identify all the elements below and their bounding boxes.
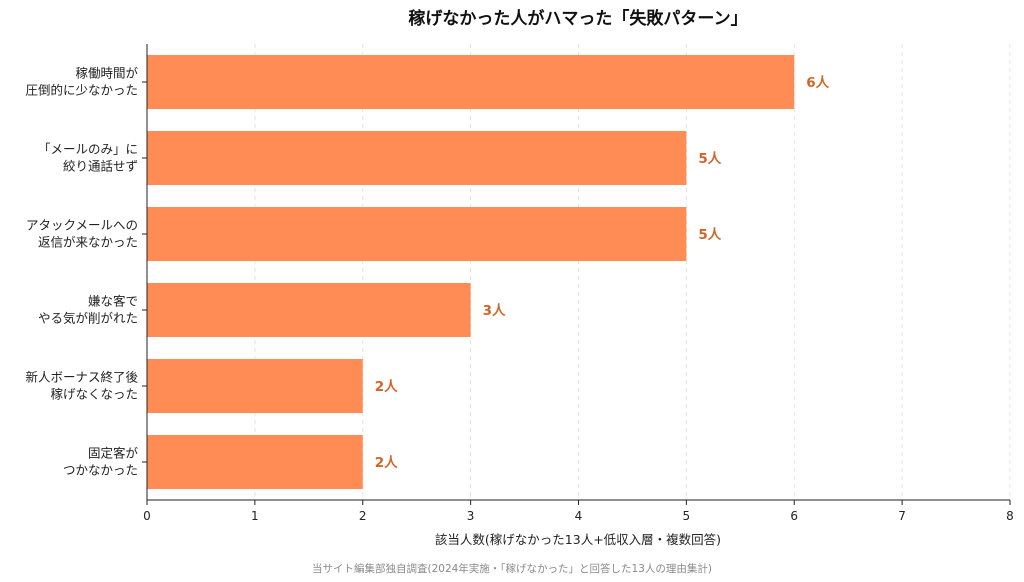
x-tick-label: 6: [790, 509, 798, 523]
value-label: 2人: [375, 379, 398, 395]
bar: [147, 207, 687, 261]
category-label: アタックメールへの返信が来なかった: [26, 218, 138, 250]
category-label: 固定客がつかなかった: [63, 446, 139, 478]
value-label: 5人: [698, 151, 721, 167]
value-label: 5人: [698, 227, 721, 243]
category-labels: 稼働時間が圧倒的に少なかった「メールのみ」に絞り通話せずアタックメールへの返信が…: [25, 66, 138, 478]
source-note: 当サイト編集部独自調査(2024年実施・「稼げなかった」と回答した13人の理由集…: [312, 562, 712, 575]
bar: [147, 359, 363, 413]
x-tick-label: 5: [683, 509, 691, 523]
category-label: 嫌な客でやる気が削がれた: [38, 294, 138, 326]
axes: 0 1 2 3 4 5 6 7 8: [142, 44, 1014, 523]
category-label: 新人ボーナス終了後稼げなくなった: [25, 370, 138, 402]
value-label: 3人: [483, 303, 506, 319]
bars: [147, 55, 795, 489]
bar: [147, 435, 363, 489]
x-tick-label: 0: [143, 509, 151, 523]
bar: [147, 283, 471, 337]
chart-title: 稼げなかった人がハマった「失敗パターン」: [408, 8, 747, 29]
value-label: 6人: [806, 75, 829, 91]
value-label: 2人: [375, 455, 398, 471]
x-tick-label: 2: [359, 509, 367, 523]
x-tick-label: 8: [1006, 509, 1014, 523]
bar: [147, 131, 687, 185]
x-axis-label: 該当人数(稼げなかった13人+低収入層・複数回答): [435, 532, 721, 547]
category-label: 稼働時間が圧倒的に少なかった: [25, 66, 138, 98]
x-tick-label: 7: [898, 509, 906, 523]
x-tick-label: 1: [251, 509, 259, 523]
bar: [147, 55, 795, 109]
category-label: 「メールのみ」に絞り通話せず: [38, 142, 138, 174]
x-tick-label: 4: [575, 509, 583, 523]
grid-lines: [254, 44, 1011, 500]
value-labels: 6人 5人 5人 3人 2人 2人: [375, 75, 830, 471]
x-tick-label: 3: [467, 509, 475, 523]
